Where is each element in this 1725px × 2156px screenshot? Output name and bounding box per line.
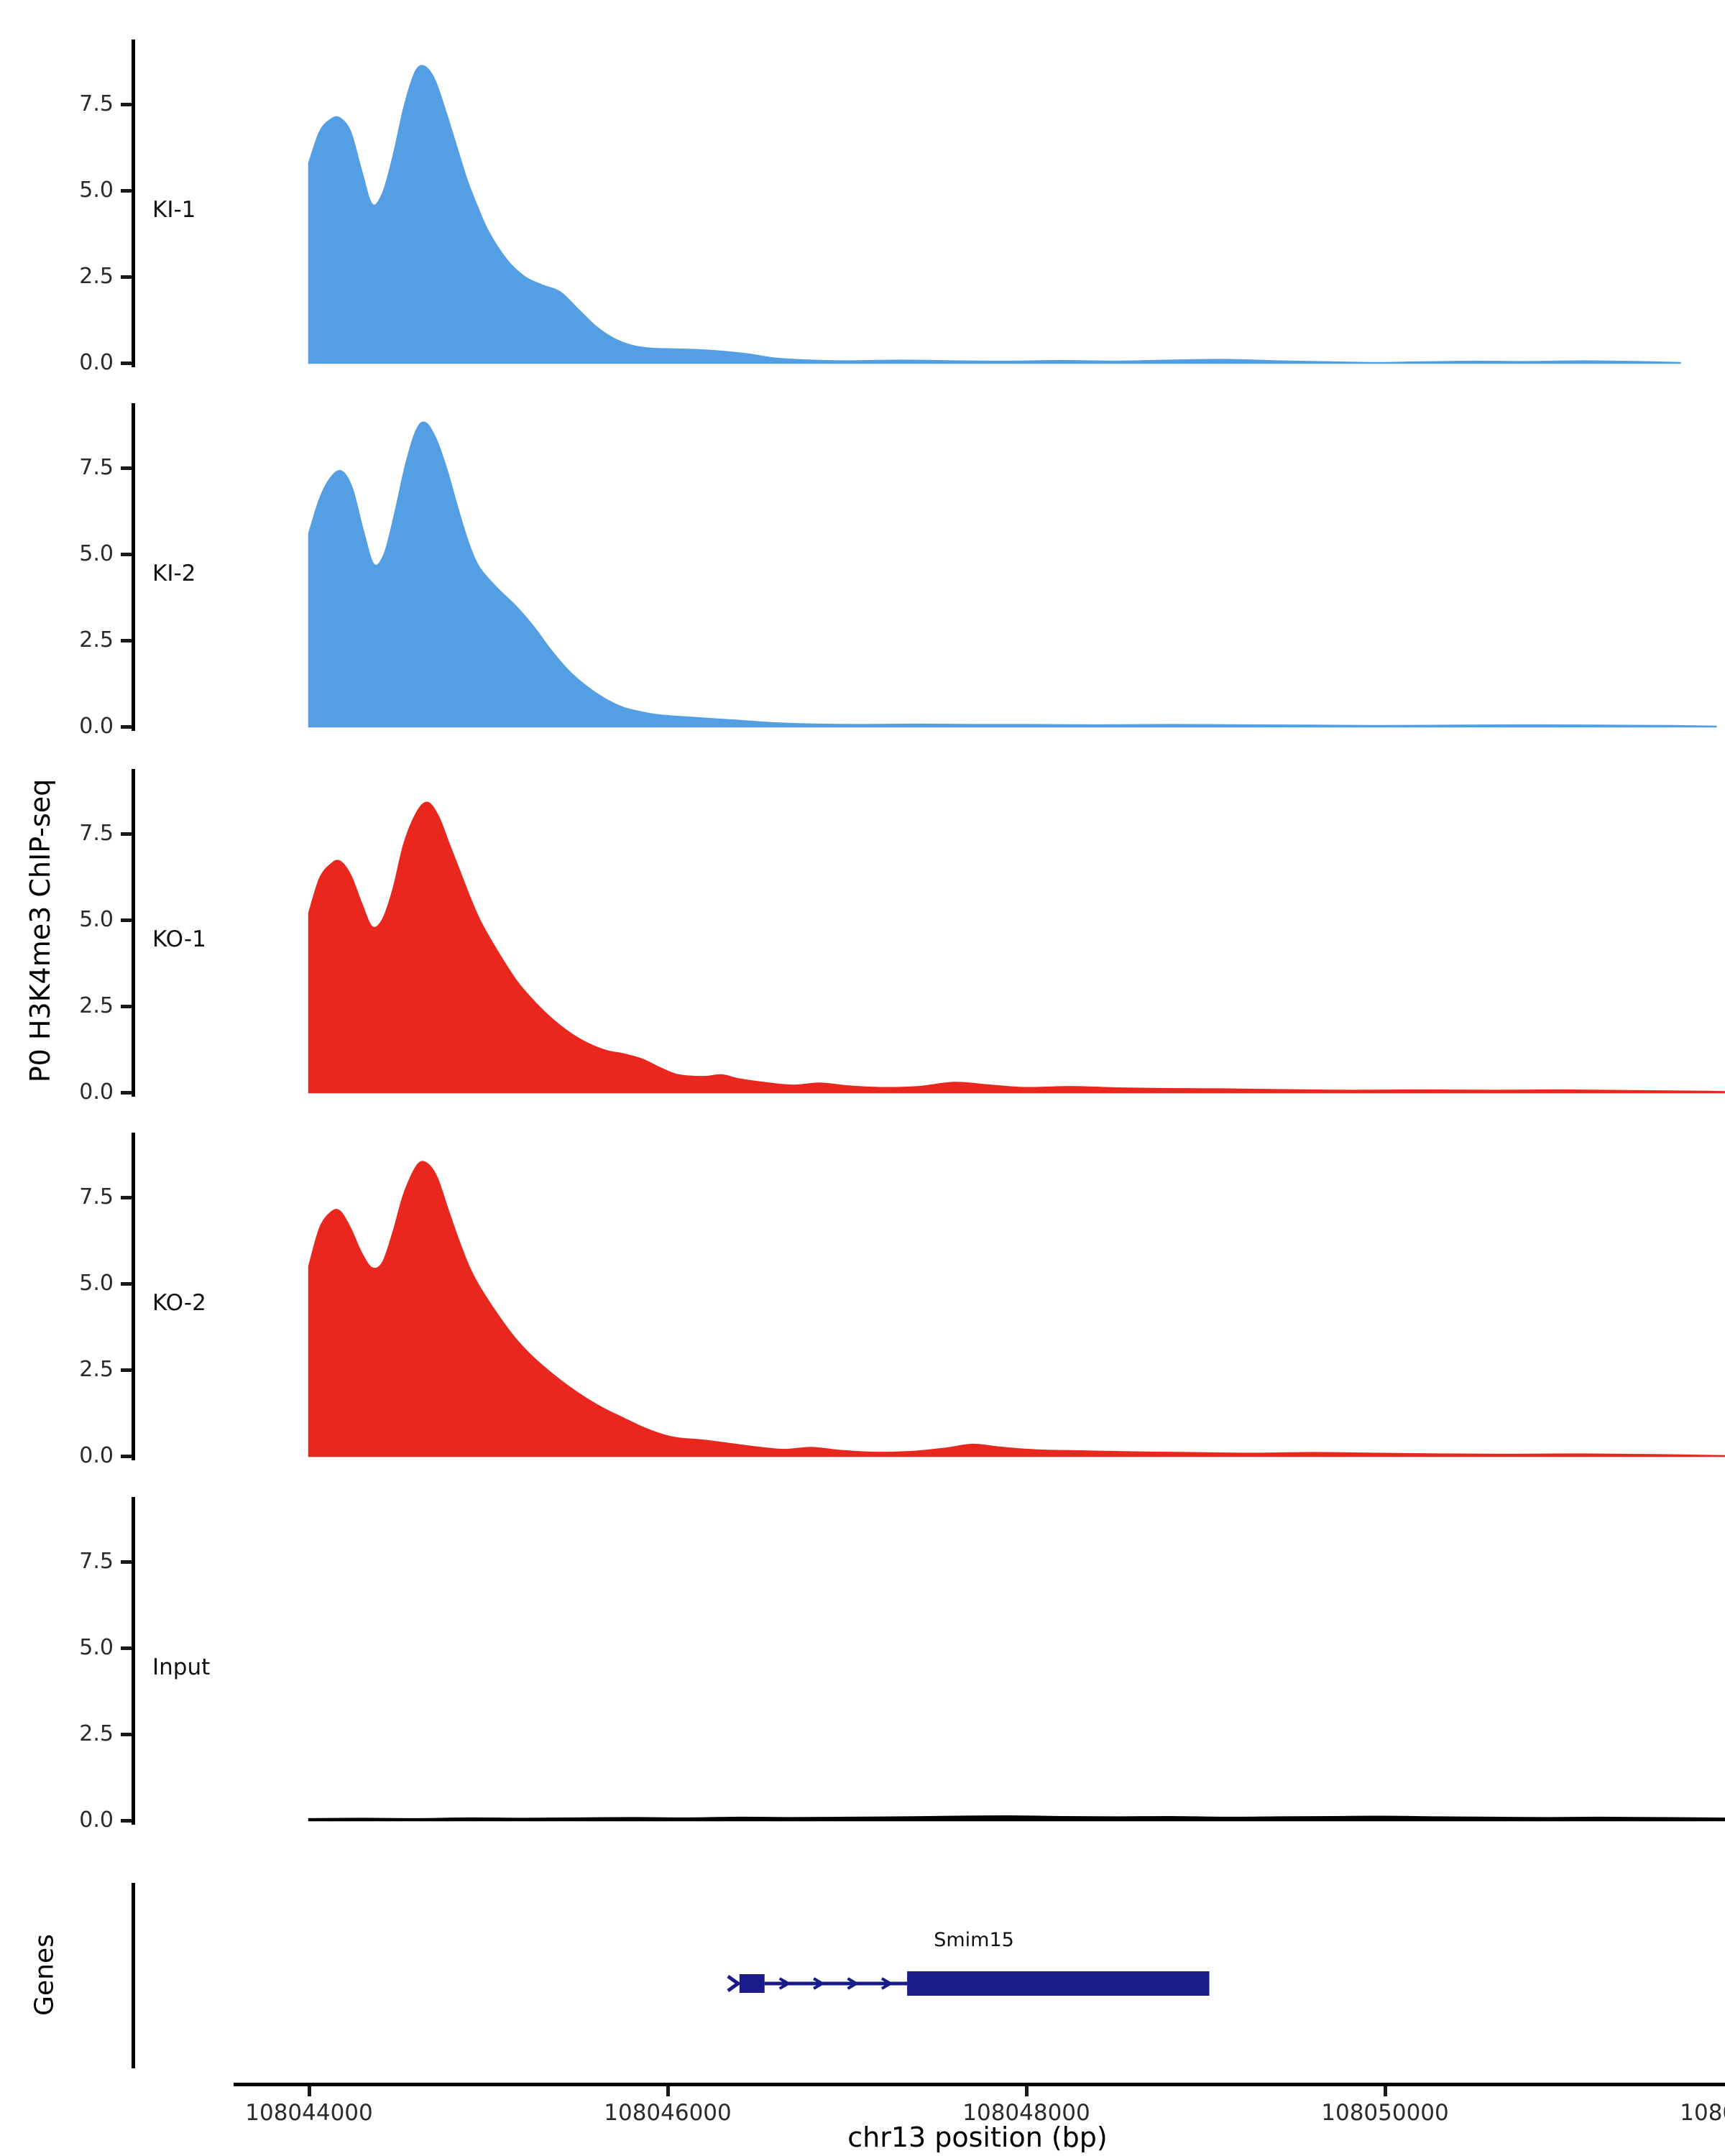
x-axis: 108044000 108046000 108048000 108050000 1080… [0,2083,1725,2156]
y-tick-label: 5.0 [79,907,114,932]
strand-arrow-icon [847,1977,860,1990]
y-tick-label: 2.5 [79,993,114,1018]
track-panel-input: 7.5 5.0 2.5 0.0 Input [0,1497,1725,1835]
y-tick-label: 5.0 [79,1635,114,1660]
y-tick-label: 2.5 [79,1357,114,1382]
track-panel-ko-1: 7.5 5.0 2.5 0.0 KO-1 [0,769,1725,1107]
x-tick-label: 108048000 [962,2100,1090,2126]
y-tick [121,553,132,556]
genes-axis-line [132,1883,135,2068]
y-tick [121,918,132,922]
track-label-ki-2: KI-2 [152,561,196,586]
x-axis-title: chr13 position (bp) [847,2122,1108,2153]
x-tick [307,2086,311,2096]
track-label-ko-2: KO-2 [152,1290,206,1316]
strand-arrow-icon [880,1977,893,1990]
x-tick-label: 108046000 [604,2100,732,2126]
y-tick-label: 0.0 [79,350,114,375]
x-tick-label: 108050000 [1321,2100,1449,2126]
y-tick [121,1005,132,1008]
y-tick-label: 5.0 [79,178,114,203]
y-axis-line [132,40,135,367]
y-tick [121,1196,132,1199]
signal-area-ki-1 [308,65,1681,364]
y-tick [121,361,132,365]
y-tick [121,189,132,193]
y-tick [121,1819,132,1823]
y-tick [121,1646,132,1650]
y-tick-label: 5.0 [79,541,114,566]
gene-exon [907,1971,1210,1996]
gene-model-plot [727,1971,1210,1996]
y-tick [121,639,132,642]
x-tick-label: 108044000 [245,2100,373,2126]
y-tick-label: 0.0 [79,714,114,739]
y-tick-label: 2.5 [79,1721,114,1746]
x-tick-label: 108052000 [1680,2100,1725,2126]
signal-plot-ko-1 [308,801,1725,1094]
y-tick-label: 7.5 [79,1549,114,1574]
y-axis-line [132,403,135,731]
y-tick [121,1282,132,1286]
signal-area-ko-1 [308,801,1725,1094]
y-tick [121,1368,132,1372]
signal-plot-ki-1 [308,65,1681,364]
y-tick [121,1455,132,1458]
gene-exon [739,1974,765,1993]
y-axis-line [132,1497,135,1825]
y-tick-label: 5.0 [79,1271,114,1296]
gene-start-arrow-icon [727,1974,742,1993]
y-tick [121,1091,132,1095]
track-panel-ki-1: 7.5 5.0 2.5 0.0 KI-1 [0,40,1725,377]
genes-panel: Smim15 [0,1883,1725,2071]
y-tick-label: 7.5 [79,821,114,846]
y-tick [121,275,132,279]
y-axis-line [132,1133,135,1460]
y-tick-label: 7.5 [79,91,114,116]
x-axis-line [234,2083,1725,2086]
track-panel-ko-2: 7.5 5.0 2.5 0.0 KO-2 [0,1133,1725,1470]
signal-plot-input [308,1815,1725,1822]
y-tick-label: 0.0 [79,1079,114,1105]
gene-name-label: Smim15 [934,1929,1014,1951]
y-axis-title: P0 H3K4me3 ChIP-seq [24,778,56,1083]
x-tick [1383,2086,1387,2096]
y-tick-label: 0.0 [79,1807,114,1833]
y-tick-label: 7.5 [79,1184,114,1210]
y-tick [121,725,132,729]
signal-plot-ko-2 [308,1161,1725,1457]
strand-arrow-icon [813,1977,826,1990]
y-tick-label: 2.5 [79,627,114,653]
y-tick [121,832,132,836]
y-tick-label: 2.5 [79,264,114,289]
track-label-ki-1: KI-1 [152,197,196,223]
track-label-input: Input [152,1654,211,1680]
signal-area-input [308,1815,1725,1822]
y-tick [121,103,132,106]
y-tick [121,1560,132,1564]
signal-area-ko-2 [308,1161,1725,1457]
y-tick [121,466,132,470]
y-tick-label: 7.5 [79,455,114,480]
signal-area-ki-2 [308,421,1717,728]
x-tick [1024,2086,1029,2096]
track-panel-ki-2: 7.5 5.0 2.5 0.0 KI-2 [0,403,1725,741]
track-label-ko-1: KO-1 [152,926,206,952]
genes-axis-title: Genes [29,1934,60,2016]
y-tick [121,1733,132,1736]
y-tick-label: 0.0 [79,1443,114,1468]
strand-arrow-icon [778,1977,791,1990]
x-tick [666,2086,670,2096]
signal-plot-ki-2 [308,421,1717,728]
y-axis-line [132,769,135,1097]
